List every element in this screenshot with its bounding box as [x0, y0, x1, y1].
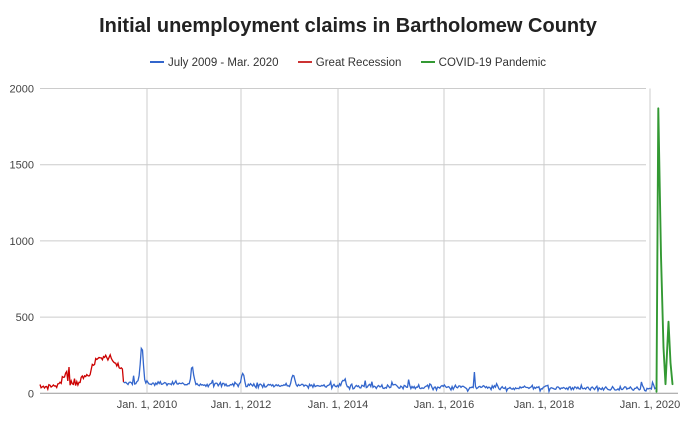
svg-text:1000: 1000 — [10, 236, 34, 248]
svg-text:Jan. 1, 2016: Jan. 1, 2016 — [414, 399, 475, 411]
svg-text:2000: 2000 — [10, 84, 34, 96]
svg-text:Jan. 1, 2010: Jan. 1, 2010 — [117, 399, 178, 411]
svg-text:Jan. 1, 2014: Jan. 1, 2014 — [308, 399, 369, 411]
svg-text:1500: 1500 — [10, 160, 34, 172]
svg-text:0: 0 — [28, 388, 34, 400]
svg-text:500: 500 — [16, 312, 34, 324]
svg-text:Jan. 1, 2012: Jan. 1, 2012 — [211, 399, 272, 411]
svg-text:Jan. 1, 2018: Jan. 1, 2018 — [514, 399, 575, 411]
svg-text:Jan. 1, 2020: Jan. 1, 2020 — [620, 399, 681, 411]
